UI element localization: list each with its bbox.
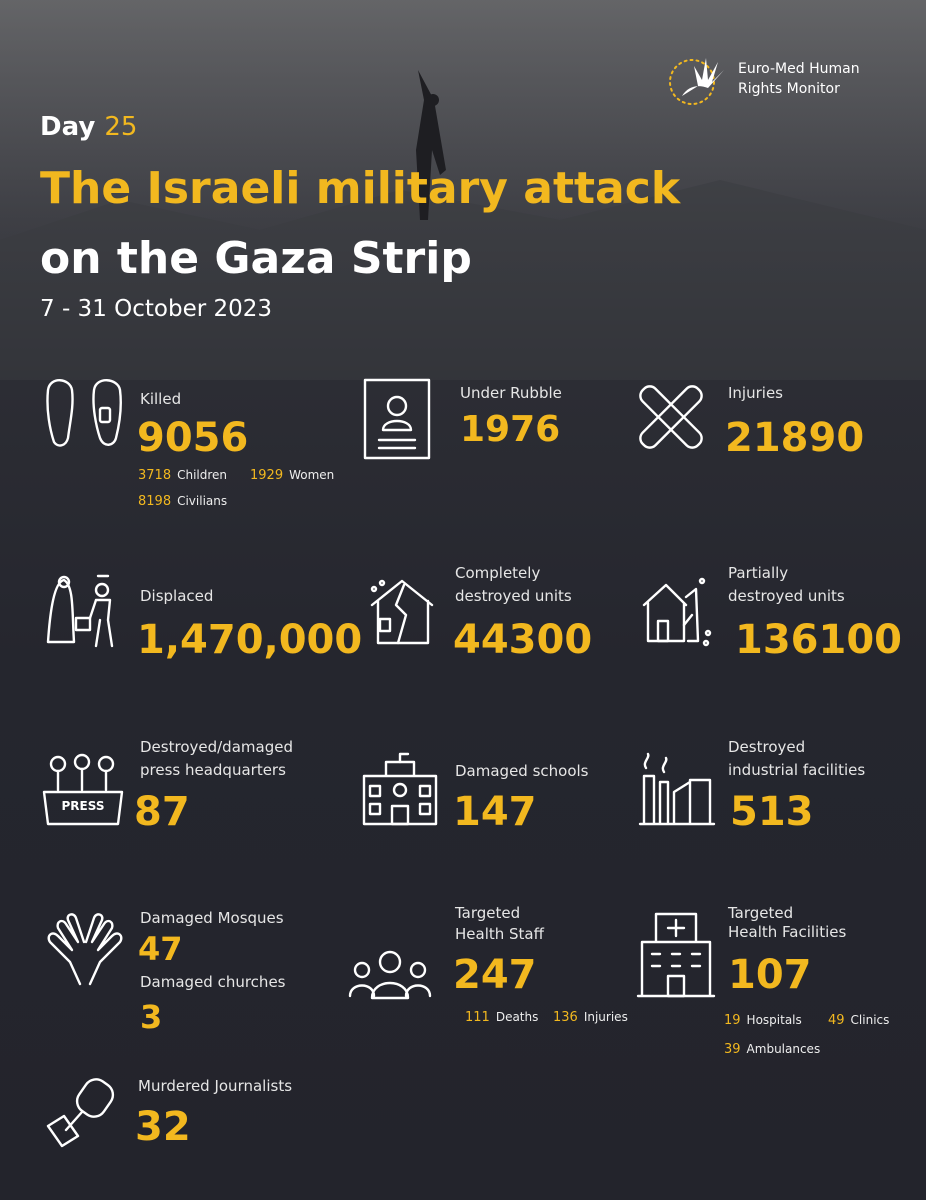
breakdown-value: 19 [724,1013,741,1028]
stat-value: 21890 [725,415,865,461]
press-sign: PRESS [62,799,105,813]
breakdown: 49 Clinics [828,1013,889,1028]
displaced-icon [46,574,114,648]
stat-label: destroyed units [455,587,572,605]
dates: 7 - 31 October 2023 [40,296,273,322]
stat-value: 44300 [453,617,593,663]
destroyed-house-icon [370,579,434,645]
breakdown-label: Children [177,468,228,482]
org-name: Rights Monitor [738,81,840,97]
stat-value: 136100 [735,617,902,663]
breakdown: 1929 Women [250,468,334,483]
breakdown-label: Hospitals [746,1013,802,1027]
breakdown-label: Injuries [583,1010,628,1024]
stat-label: press headquarters [140,761,286,779]
press-icon: PRESS [42,753,124,826]
stat-label: industrial facilities [728,761,866,779]
title: on the Gaza Strip [40,233,472,284]
stat-value: 47 [138,930,183,968]
logo-icon [669,58,724,105]
stat-value: 32 [135,1104,191,1150]
breakdown-label: Civilians [177,494,228,508]
breakdown-value: 1929 [250,468,284,483]
stat-label: Murdered Journalists [138,1077,293,1095]
breakdown-value: 3718 [138,468,172,483]
breakdown-label: Ambulances [746,1042,821,1056]
feet-icon [46,379,122,447]
breakdown-label: Deaths [495,1010,539,1024]
breakdown: 3718 Children [138,468,227,483]
breakdown-value: 111 [465,1010,490,1025]
breakdown-value: 8198 [138,494,172,509]
stat-value: 247 [453,952,537,998]
stat-label: Destroyed [728,738,806,756]
breakdown: 39 Ambulances [724,1042,820,1057]
org-name: Euro-Med Human [738,61,860,77]
breakdown-label: Women [289,468,335,482]
background-photo [0,0,926,380]
breakdown-value: 49 [828,1013,845,1028]
id-card-icon [363,378,431,460]
microphone-icon [46,1078,115,1148]
stat-label: Targeted [455,904,521,922]
factory-icon [638,752,716,826]
day-label: Day [40,112,96,142]
stat-label: Destroyed/damaged [140,738,293,756]
stat-label: Damaged Mosques [140,909,284,927]
health-staff-icon [348,950,432,1000]
stat-label: Partially [728,564,789,582]
breakdown-label: Clinics [850,1013,890,1027]
school-icon [362,752,438,826]
day: Day 25 [40,112,137,142]
title: The Israeli military attack [40,163,681,214]
stat-value: 1,470,000 [137,617,363,663]
damaged-house-icon [642,577,712,647]
stat-value: 147 [453,789,537,835]
breakdown-value: 136 [553,1010,578,1025]
hospital-icon [636,912,716,998]
stat-value: 513 [730,789,814,835]
stat-label: Damaged churches [140,973,286,991]
stat-value: 87 [134,789,190,835]
breakdown: 111 Deaths [465,1010,538,1025]
breakdown: 8198 Civilians [138,494,227,509]
day-number: 25 [104,112,138,142]
stat-value: 3 [140,998,163,1036]
stat-label: Health Facilities [728,923,847,941]
stat-label: destroyed units [728,587,845,605]
praying-hands-icon [47,913,123,986]
stat-label: Injuries [728,384,783,402]
stat-label: Completely [455,564,541,582]
stat-label: Killed [140,390,182,408]
breakdown: 19 Hospitals [724,1013,802,1028]
stat-label: Health Staff [455,925,544,943]
stat-value: 1976 [460,409,561,450]
bandage-icon [639,385,703,449]
stat-label: Under Rubble [460,384,562,402]
stat-value: 107 [728,952,812,998]
stat-label: Displaced [140,587,214,605]
stat-label: Damaged schools [455,762,589,780]
breakdown-value: 39 [724,1042,741,1057]
breakdown: 136 Injuries [553,1010,628,1025]
stat-value: 9056 [137,415,249,461]
stat-label: Targeted [728,904,794,922]
